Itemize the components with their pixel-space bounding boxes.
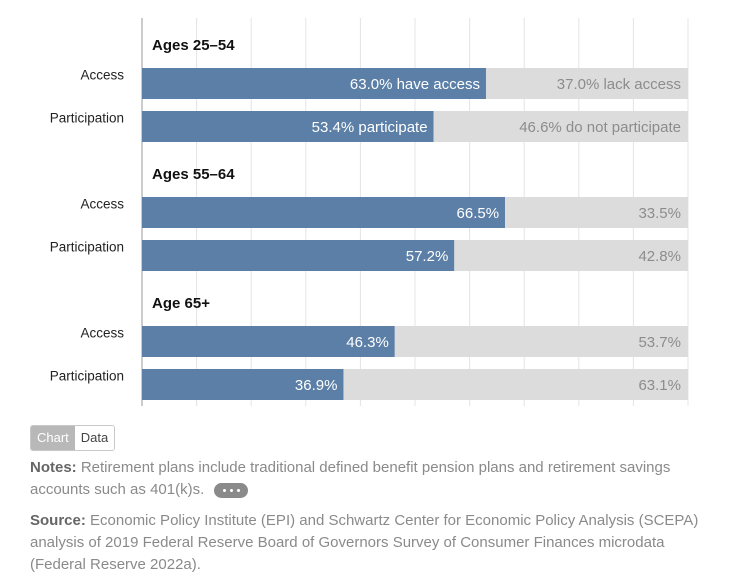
- bar-value-label: 53.4% participate: [312, 119, 428, 136]
- bar-remainder-segment: [343, 369, 688, 400]
- bar-remainder-label: 53.7%: [638, 334, 681, 351]
- view-toggle: Chart Data: [30, 425, 116, 451]
- source-text: Economic Policy Institute (EPI) and Schw…: [30, 512, 699, 573]
- more-options-button[interactable]: [214, 482, 249, 498]
- category-label: Access: [80, 68, 124, 83]
- stacked-bar-chart: Ages 25–54 Access 63.0% have access 37.0% l…: [50, 18, 689, 406]
- category-label: Participation: [50, 240, 124, 255]
- bar-remainder-label: 42.8%: [638, 248, 681, 265]
- chart-source: Source: Economic Policy Institute (EPI) …: [30, 510, 714, 576]
- bar-remainder-segment: [505, 197, 688, 228]
- chart-notes: Notes: Retirement plans include traditio…: [30, 457, 714, 501]
- more-dot-icon: [223, 488, 227, 492]
- group-title: Age 65+: [152, 295, 210, 312]
- category-label: Access: [80, 326, 124, 341]
- bar-value-label: 66.5%: [457, 205, 500, 222]
- bar-remainder-label: 63.1%: [638, 377, 681, 394]
- bar-value-segment: [142, 197, 506, 228]
- category-label: Participation: [50, 369, 124, 384]
- bar-remainder-segment: [485, 68, 688, 99]
- group-title: Ages 25–54: [152, 37, 235, 54]
- bar-value-segment: [142, 369, 344, 400]
- bar-value-segment: [142, 111, 434, 142]
- bar-value-label: 63.0% have access: [350, 76, 480, 93]
- notes-label: Notes:: [30, 459, 77, 476]
- bar-remainder-segment: [433, 111, 688, 142]
- bar-value-segment: [142, 240, 455, 271]
- more-dot-icon: [237, 488, 241, 492]
- bar-value-label: 57.2%: [406, 248, 449, 265]
- bar-remainder-label: 33.5%: [638, 205, 681, 222]
- bar-remainder-segment: [394, 326, 688, 357]
- bar-value-segment: [142, 68, 486, 99]
- source-label: Source:: [30, 512, 86, 529]
- bar-remainder-label: 46.6% do not participate: [519, 119, 681, 136]
- data-view-tab[interactable]: Data: [74, 426, 115, 450]
- group-title: Ages 55–64: [152, 166, 235, 183]
- bar-value-segment: [142, 326, 395, 357]
- bar-value-label: 36.9%: [295, 377, 338, 394]
- bar-remainder-label: 37.0% lack access: [557, 76, 681, 93]
- category-label: Participation: [50, 111, 124, 126]
- notes-text: Retirement plans include traditional def…: [30, 459, 671, 498]
- category-label: Access: [80, 197, 124, 212]
- chart-view-tab[interactable]: Chart: [31, 426, 75, 450]
- bar-remainder-segment: [454, 240, 688, 271]
- bar-value-label: 46.3%: [346, 334, 389, 351]
- more-dot-icon: [230, 488, 234, 492]
